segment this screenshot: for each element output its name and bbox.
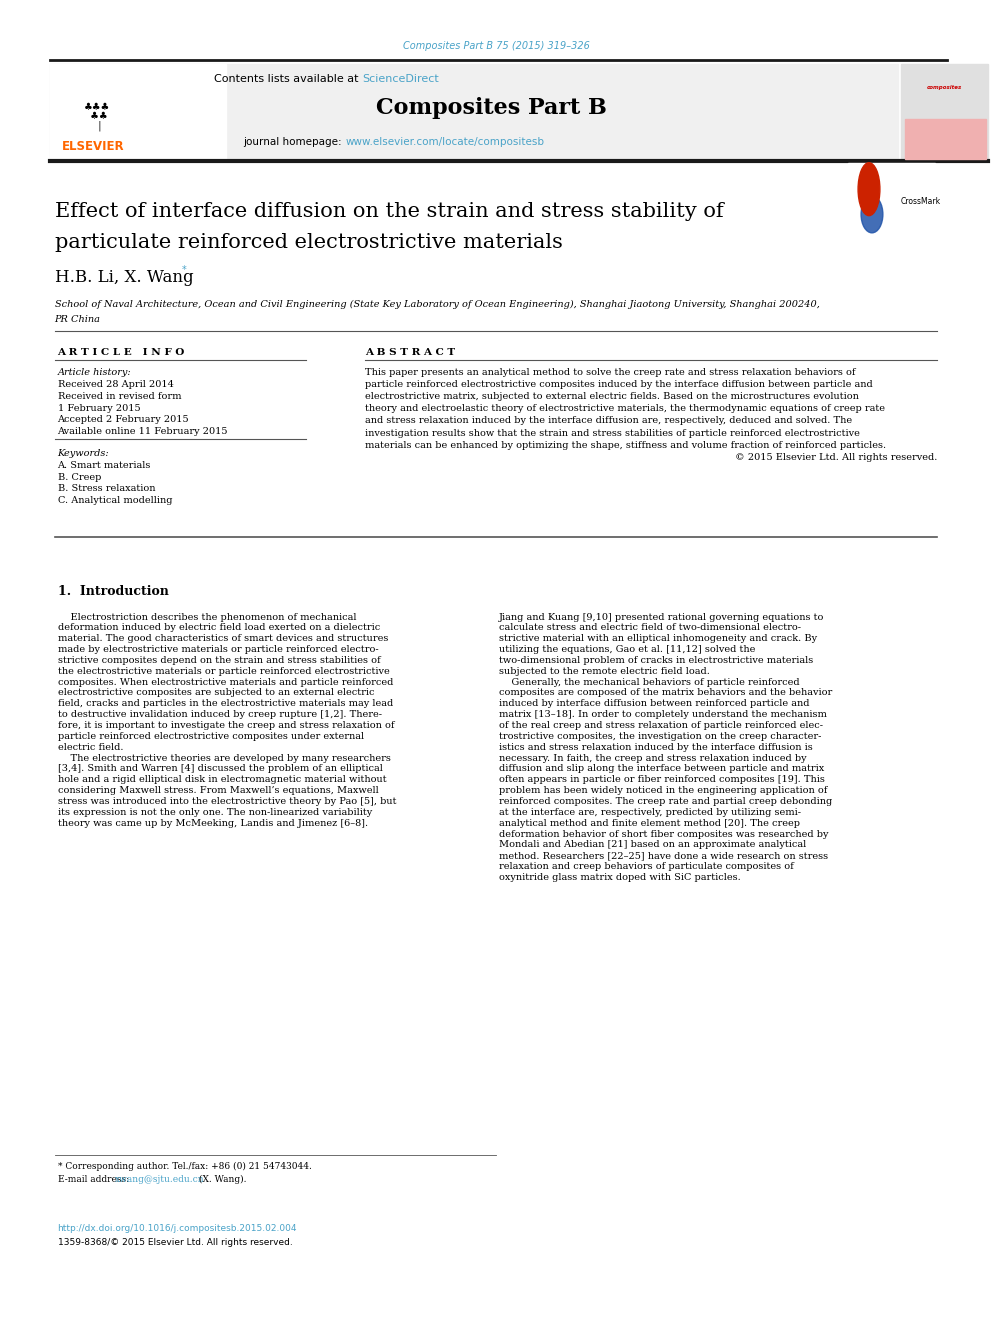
Text: necessary. In faith, the creep and stress relaxation induced by: necessary. In faith, the creep and stres… [499, 754, 806, 762]
Text: particulate reinforced electrostrictive materials: particulate reinforced electrostrictive … [55, 233, 562, 251]
Text: trostrictive composites, the investigation on the creep character-: trostrictive composites, the investigati… [499, 732, 821, 741]
Text: theory and electroelastic theory of electrostrictive materials, the thermodynami: theory and electroelastic theory of elec… [365, 405, 885, 413]
Text: calculate stress and electric field of two-dimensional electro-: calculate stress and electric field of t… [499, 623, 801, 632]
Text: at the interface are, respectively, predicted by utilizing semi-: at the interface are, respectively, pred… [499, 808, 801, 816]
Text: Effect of interface diffusion on the strain and stress stability of: Effect of interface diffusion on the str… [55, 202, 723, 221]
Text: investigation results show that the strain and stress stabilities of particle re: investigation results show that the stra… [365, 429, 860, 438]
Text: stress was introduced into the electrostrictive theory by Pao [5], but: stress was introduced into the electrost… [58, 796, 396, 806]
Text: electric field.: electric field. [58, 742, 123, 751]
Text: problem has been widely noticed in the engineering application of: problem has been widely noticed in the e… [499, 786, 827, 795]
Text: B. Stress relaxation: B. Stress relaxation [58, 484, 155, 493]
Text: ScienceDirect: ScienceDirect [362, 74, 438, 85]
Text: Generally, the mechanical behaviors of particle reinforced: Generally, the mechanical behaviors of p… [499, 677, 800, 687]
Text: A. Smart materials: A. Smart materials [58, 460, 151, 470]
Text: subjected to the remote electric field load.: subjected to the remote electric field l… [499, 667, 710, 676]
Text: made by electrostrictive materials or particle reinforced electro-: made by electrostrictive materials or pa… [58, 646, 378, 654]
Text: composites. When electrostrictive materials and particle reinforced: composites. When electrostrictive materi… [58, 677, 393, 687]
Text: composites: composites [927, 85, 962, 90]
Text: deformation induced by electric field load exerted on a dielectric: deformation induced by electric field lo… [58, 623, 380, 632]
Text: theory was came up by McMeeking, Landis and Jimenez [6–8].: theory was came up by McMeeking, Landis … [58, 819, 368, 828]
Text: 1 February 2015: 1 February 2015 [58, 404, 140, 413]
Text: (X. Wang).: (X. Wang). [196, 1175, 247, 1184]
Text: often appears in particle or fiber reinforced composites [19]. This: often appears in particle or fiber reinf… [499, 775, 825, 785]
Text: oxynitride glass matrix doped with SiC particles.: oxynitride glass matrix doped with SiC p… [499, 873, 741, 882]
Text: of the real creep and stress relaxation of particle reinforced elec-: of the real creep and stress relaxation … [499, 721, 823, 730]
Text: its expression is not the only one. The non-linearized variability: its expression is not the only one. The … [58, 808, 372, 816]
Text: Composites Part B 75 (2015) 319–326: Composites Part B 75 (2015) 319–326 [403, 41, 589, 52]
Text: relaxation and creep behaviors of particulate composites of: relaxation and creep behaviors of partic… [499, 863, 794, 871]
Text: School of Naval Architecture, Ocean and Civil Engineering (State Key Laboratory : School of Naval Architecture, Ocean and … [55, 300, 819, 310]
Text: Contents lists available at: Contents lists available at [214, 74, 362, 85]
Text: field, cracks and particles in the electrostrictive materials may lead: field, cracks and particles in the elect… [58, 700, 393, 708]
Text: Available online 11 February 2015: Available online 11 February 2015 [58, 427, 228, 437]
Text: materials can be enhanced by optimizing the shape, stiffness and volume fraction: materials can be enhanced by optimizing … [365, 441, 886, 450]
Text: strictive composites depend on the strain and stress stabilities of: strictive composites depend on the strai… [58, 656, 380, 665]
Text: © 2015 Elsevier Ltd. All rights reserved.: © 2015 Elsevier Ltd. All rights reserved… [735, 452, 937, 462]
Text: material. The good characteristics of smart devices and structures: material. The good characteristics of sm… [58, 634, 388, 643]
Bar [50, 64, 226, 161]
Bar [901, 64, 988, 161]
Text: and stress relaxation induced by the interface diffusion are, respectively, dedu: and stress relaxation induced by the int… [365, 417, 852, 426]
Text: method. Researchers [22–25] have done a wide research on stress: method. Researchers [22–25] have done a … [499, 851, 828, 860]
Bar [905, 119, 986, 159]
Text: [3,4]. Smith and Warren [4] discussed the problem of an elliptical: [3,4]. Smith and Warren [4] discussed th… [58, 765, 382, 774]
Text: composites are composed of the matrix behaviors and the behavior: composites are composed of the matrix be… [499, 688, 832, 697]
Text: Mondali and Abedian [21] based on an approximate analytical: Mondali and Abedian [21] based on an app… [499, 840, 806, 849]
Text: considering Maxwell stress. From Maxwell’s equations, Maxwell: considering Maxwell stress. From Maxwell… [58, 786, 378, 795]
Text: A B S T R A C T: A B S T R A C T [365, 348, 455, 357]
Text: Received in revised form: Received in revised form [58, 392, 181, 401]
Text: 1.  Introduction: 1. Introduction [58, 585, 169, 598]
Text: analytical method and finite element method [20]. The creep: analytical method and finite element met… [499, 819, 800, 828]
Text: reinforced composites. The creep rate and partial creep debonding: reinforced composites. The creep rate an… [499, 796, 832, 806]
Ellipse shape [858, 163, 880, 216]
Text: deformation behavior of short fiber composites was researched by: deformation behavior of short fiber comp… [499, 830, 828, 839]
Text: C. Analytical modelling: C. Analytical modelling [58, 496, 172, 505]
Text: E-mail address:: E-mail address: [58, 1175, 132, 1184]
Text: istics and stress relaxation induced by the interface diffusion is: istics and stress relaxation induced by … [499, 742, 812, 751]
Text: B. Creep: B. Creep [58, 472, 101, 482]
Text: Received 28 April 2014: Received 28 April 2014 [58, 380, 174, 389]
Bar [50, 64, 898, 161]
Text: H.B. Li, X. Wang: H.B. Li, X. Wang [55, 269, 193, 286]
Text: ♣♣♣
 ♣♣
  |: ♣♣♣ ♣♣ | [84, 102, 110, 131]
Text: matrix [13–18]. In order to completely understand the mechanism: matrix [13–18]. In order to completely u… [499, 710, 827, 720]
Text: ELSEVIER: ELSEVIER [62, 140, 124, 153]
Text: to destructive invalidation induced by creep rupture [1,2]. There-: to destructive invalidation induced by c… [58, 710, 382, 720]
Text: diffusion and slip along the interface between particle and matrix: diffusion and slip along the interface b… [499, 765, 824, 774]
Text: PR China: PR China [55, 315, 100, 324]
Text: CrossMark: CrossMark [901, 197, 940, 205]
Text: electrostrictive composites are subjected to an external electric: electrostrictive composites are subjecte… [58, 688, 374, 697]
Text: utilizing the equations, Gao et al. [11,12] solved the: utilizing the equations, Gao et al. [11,… [499, 646, 755, 654]
Text: induced by interface diffusion between reinforced particle and: induced by interface diffusion between r… [499, 700, 809, 708]
Text: hole and a rigid elliptical disk in electromagnetic material without: hole and a rigid elliptical disk in elec… [58, 775, 386, 785]
Text: This paper presents an analytical method to solve the creep rate and stress rela: This paper presents an analytical method… [365, 368, 855, 377]
Ellipse shape [861, 196, 883, 233]
Text: strictive material with an elliptical inhomogeneity and crack. By: strictive material with an elliptical in… [499, 634, 817, 643]
Text: Composites Part B: Composites Part B [376, 98, 606, 119]
Text: Accepted 2 February 2015: Accepted 2 February 2015 [58, 415, 189, 425]
Text: A R T I C L E   I N F O: A R T I C L E I N F O [58, 348, 185, 357]
Text: two-dimensional problem of cracks in electrostrictive materials: two-dimensional problem of cracks in ele… [499, 656, 813, 665]
Text: Article history:: Article history: [58, 368, 131, 377]
Text: particle reinforced electrostrictive composites under external: particle reinforced electrostrictive com… [58, 732, 364, 741]
Text: fore, it is important to investigate the creep and stress relaxation of: fore, it is important to investigate the… [58, 721, 394, 730]
Text: particle reinforced electrostrictive composites induced by the interface diffusi: particle reinforced electrostrictive com… [365, 380, 873, 389]
Bar [848, 163, 935, 232]
Text: http://dx.doi.org/10.1016/j.compositesb.2015.02.004: http://dx.doi.org/10.1016/j.compositesb.… [58, 1224, 297, 1233]
Text: electrostrictive matrix, subjected to external electric fields. Based on the mic: electrostrictive matrix, subjected to ex… [365, 392, 859, 401]
Text: The electrostrictive theories are developed by many researchers: The electrostrictive theories are develo… [58, 754, 391, 762]
Text: 1359-8368/© 2015 Elsevier Ltd. All rights reserved.: 1359-8368/© 2015 Elsevier Ltd. All right… [58, 1238, 293, 1248]
Text: xwang@sjtu.edu.cn: xwang@sjtu.edu.cn [115, 1175, 204, 1184]
Text: Electrostriction describes the phenomenon of mechanical: Electrostriction describes the phenomeno… [58, 613, 356, 622]
Text: *: * [182, 265, 186, 275]
Text: Jiang and Kuang [9,10] presented rational governing equations to: Jiang and Kuang [9,10] presented rationa… [499, 613, 824, 622]
Text: journal homepage:: journal homepage: [243, 136, 345, 147]
Text: www.elsevier.com/locate/compositesb: www.elsevier.com/locate/compositesb [345, 136, 545, 147]
Text: the electrostrictive materials or particle reinforced electrostrictive: the electrostrictive materials or partic… [58, 667, 389, 676]
Text: * Corresponding author. Tel./fax: +86 (0) 21 54743044.: * Corresponding author. Tel./fax: +86 (0… [58, 1162, 311, 1171]
Text: Keywords:: Keywords: [58, 448, 109, 458]
